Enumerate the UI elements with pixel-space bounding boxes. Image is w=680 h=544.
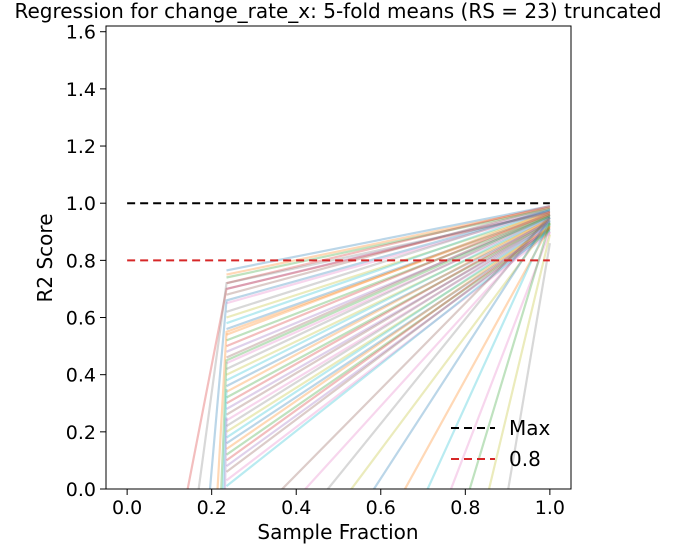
series-line xyxy=(226,212,551,319)
series-line xyxy=(226,213,551,359)
series-line xyxy=(220,215,551,489)
series-line xyxy=(226,212,551,348)
series-line xyxy=(225,223,551,410)
y-axis-label: R2 Score xyxy=(33,214,57,303)
y-tick-label: 1.6 xyxy=(66,22,96,44)
y-tick-label: 1.4 xyxy=(66,79,96,101)
series-line xyxy=(225,226,551,462)
series-line xyxy=(226,206,551,296)
series-line xyxy=(216,213,551,489)
series-line xyxy=(226,213,551,331)
y-tick-label: 0.4 xyxy=(66,365,96,387)
series-line xyxy=(225,228,551,473)
y-axis-ticks: 0.0 0.2 0.4 0.6 0.8 1.0 1.2 1.4 1.6 xyxy=(66,22,106,501)
series-line xyxy=(226,220,551,388)
series-line xyxy=(225,229,551,456)
series-lines xyxy=(186,205,551,489)
x-tick-label: 1.0 xyxy=(535,497,565,519)
series-line xyxy=(487,234,551,489)
x-tick-label: 0.6 xyxy=(366,497,396,519)
x-axis-ticks: 0.0 0.2 0.4 0.6 0.8 1.0 xyxy=(112,489,565,519)
legend-label-max: Max xyxy=(509,416,551,440)
x-tick-label: 0.4 xyxy=(281,497,311,519)
series-line xyxy=(225,219,551,405)
series-line xyxy=(226,215,551,342)
x-axis-label: Sample Fraction xyxy=(257,520,418,544)
series-line xyxy=(280,216,551,489)
series-line xyxy=(225,227,551,445)
series-line xyxy=(197,212,551,489)
chart-title: Regression for change_rate_x: 5-fold mea… xyxy=(14,0,661,23)
series-line xyxy=(468,222,551,489)
series-line xyxy=(226,209,551,290)
x-tick-label: 0.2 xyxy=(197,497,227,519)
series-line xyxy=(226,215,551,370)
series-line xyxy=(208,209,551,489)
legend: Max 0.8 xyxy=(451,416,551,471)
plot-frame xyxy=(105,25,572,490)
series-line xyxy=(225,220,551,416)
y-tick-label: 0.0 xyxy=(66,479,96,501)
series-line xyxy=(226,219,551,376)
series-line xyxy=(449,231,551,489)
series-line xyxy=(226,216,551,382)
y-tick-label: 1.0 xyxy=(66,193,96,215)
series-line xyxy=(226,206,551,276)
series-line xyxy=(226,207,551,279)
series-line xyxy=(223,417,228,489)
y-tick-label: 0.8 xyxy=(66,250,96,272)
series-line xyxy=(507,243,551,489)
series-line xyxy=(226,205,551,285)
legend-label-threshold: 0.8 xyxy=(509,447,541,471)
x-tick-label: 0.0 xyxy=(112,497,142,519)
series-line xyxy=(326,213,551,489)
series-line xyxy=(225,226,551,433)
series-line xyxy=(226,217,551,365)
x-tick-label: 0.8 xyxy=(450,497,480,519)
series-line xyxy=(226,216,551,353)
series-line xyxy=(303,219,551,489)
series-line xyxy=(225,222,551,428)
series-line xyxy=(226,209,551,325)
y-tick-label: 1.2 xyxy=(66,136,96,158)
series-line xyxy=(225,225,551,422)
series-line xyxy=(222,388,228,489)
series-line xyxy=(225,225,551,450)
series-line xyxy=(226,210,551,336)
series-line xyxy=(225,232,551,482)
series-line xyxy=(225,217,551,393)
y-tick-label: 0.2 xyxy=(66,422,96,444)
series-line xyxy=(186,210,551,489)
series-line xyxy=(426,219,551,489)
series-line xyxy=(226,210,551,305)
series-line xyxy=(225,222,551,399)
series-line xyxy=(403,225,551,489)
reference-lines xyxy=(127,202,550,262)
series-line xyxy=(372,216,551,489)
series-line xyxy=(225,229,551,487)
series-line xyxy=(349,222,551,489)
series-line xyxy=(226,205,551,272)
y-tick-label: 0.6 xyxy=(66,308,96,330)
series-line xyxy=(225,230,551,467)
